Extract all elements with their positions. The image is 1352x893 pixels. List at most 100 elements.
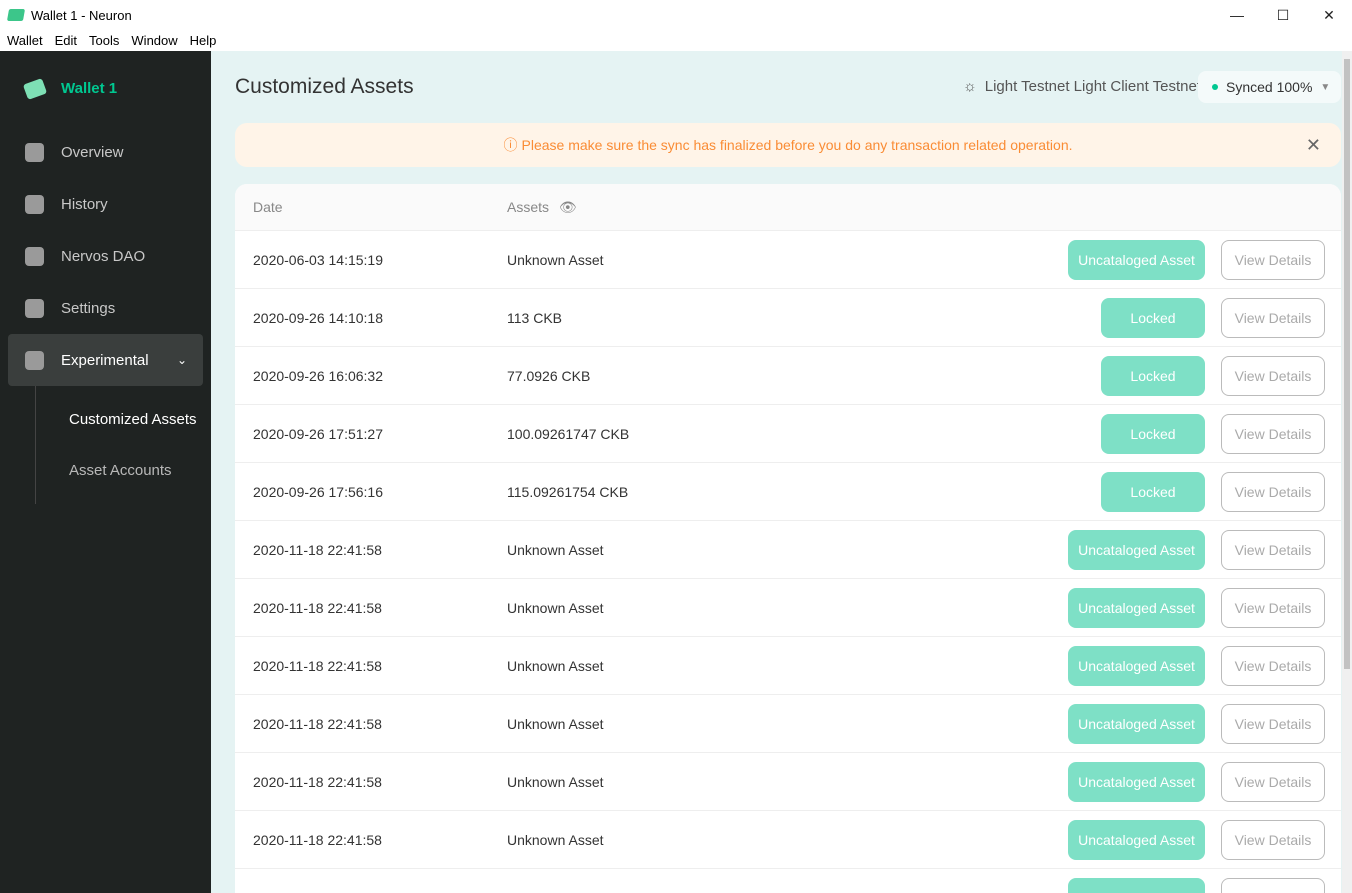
- view-details-button[interactable]: View Details: [1221, 529, 1325, 570]
- close-button[interactable]: ✕: [1323, 6, 1335, 23]
- view-details-button[interactable]: View Details: [1221, 413, 1325, 454]
- sidebar-item-history[interactable]: History: [0, 178, 211, 230]
- row-asset: 113 CKB: [507, 309, 562, 326]
- sidebar-item-customized-assets[interactable]: Customized Assets: [69, 411, 197, 428]
- asset-tag: Uncataloged Asset: [1068, 877, 1205, 893]
- row-asset: 115.09261754 CKB: [507, 483, 629, 500]
- asset-tag: Uncataloged Asset: [1068, 529, 1205, 570]
- table-row: 2020-11-18 22:41:58 Unknown Asset Uncatalo…: [235, 753, 1341, 811]
- table-row: 2020-11-18 22:41:58 Unknown Asset Uncatalo…: [235, 637, 1341, 695]
- row-date: 2020-06-03 14:15:19: [253, 251, 383, 268]
- sync-status[interactable]: Synced 100% ▼: [1198, 71, 1341, 103]
- scrollbar[interactable]: [1342, 51, 1352, 893]
- sync-alert: ⓘ Please make sure the sync has finalized…: [235, 123, 1341, 167]
- asset-tag: Uncataloged Asset: [1068, 239, 1205, 280]
- scrollbar-thumb[interactable]: [1344, 59, 1350, 669]
- row-asset: Unknown Asset: [507, 251, 604, 268]
- asset-tag: Uncataloged Asset: [1068, 587, 1205, 628]
- asset-tag: Uncataloged Asset: [1068, 645, 1205, 686]
- header-date: Date: [253, 199, 283, 215]
- close-alert-icon[interactable]: ✕: [1305, 134, 1321, 155]
- sidebar-item-settings[interactable]: Settings: [0, 282, 211, 334]
- row-date: 2020-11-18 22:41:58: [253, 715, 382, 732]
- sidebar-item-asset-accounts[interactable]: Asset Accounts: [69, 462, 172, 479]
- eye-icon[interactable]: 👁: [558, 198, 577, 215]
- row-date: 2020-11-18 22:41:58: [253, 599, 382, 616]
- menu-window[interactable]: Window: [131, 33, 178, 48]
- table-row: 2020-09-26 17:56:16 115.09261754 CKB Locke…: [235, 463, 1341, 521]
- gear-icon: [25, 298, 44, 318]
- table-header: Date Assets 👁: [235, 184, 1341, 231]
- row-asset: 77.0926 CKB: [507, 367, 591, 384]
- wallet-icon: [22, 77, 48, 100]
- view-details-button[interactable]: View Details: [1221, 645, 1325, 686]
- sidebar-item-label: History: [61, 195, 108, 213]
- asset-tag: Uncataloged Asset: [1068, 761, 1205, 802]
- table-row: 2020-11-18 22:41:58 Unknown Asset Uncatalo…: [235, 579, 1341, 637]
- table-row: 2020-11-18 22:41:58 Unknown Asset Uncatalo…: [235, 521, 1341, 579]
- window-title: Wallet 1 - Neuron: [31, 7, 132, 23]
- sidebar-item-overview[interactable]: Overview: [0, 126, 211, 178]
- menu-bar: Wallet Edit Tools Window Help: [0, 30, 1352, 51]
- view-details-button[interactable]: View Details: [1221, 355, 1325, 396]
- title-bar: Wallet 1 - Neuron: [0, 0, 1352, 30]
- table-row: 2020-06-03 14:15:19 Unknown Asset Uncatalo…: [235, 231, 1341, 289]
- sidebar-item-label: Settings: [61, 299, 116, 317]
- view-details-button[interactable]: View Details: [1221, 877, 1325, 893]
- sidebar-item-label: Experimental: [61, 351, 149, 369]
- sync-label: Synced 100%: [1226, 79, 1313, 95]
- network-name: Light Testnet Light Client Testnet: [984, 78, 1201, 95]
- table-row: 2020-09-26 16:06:32 77.0926 CKB Locked View…: [235, 347, 1341, 405]
- info-icon: ⓘ: [503, 137, 518, 153]
- alert-message: Please make sure the sync has finalized …: [521, 137, 1073, 153]
- view-details-button[interactable]: View Details: [1221, 587, 1325, 628]
- menu-edit[interactable]: Edit: [54, 33, 78, 48]
- sun-icon: ☼: [962, 78, 977, 95]
- row-date: 2020-11-18 22:41:58: [253, 541, 382, 558]
- maximize-button[interactable]: ☐: [1276, 6, 1290, 23]
- sidebar-item-nervos-dao[interactable]: Nervos DAO: [0, 230, 211, 282]
- nervos-dao-icon: [25, 246, 44, 266]
- row-date: 2020-11-18 22:41:58: [253, 773, 382, 790]
- header-assets: Assets 👁: [507, 199, 577, 216]
- table-row: 2020-09-26 17:51:27 100.09261747 CKB Locke…: [235, 405, 1341, 463]
- row-asset: Unknown Asset: [507, 541, 604, 558]
- sync-dot-icon: [1212, 84, 1218, 90]
- row-date: 2020-09-26 16:06:32: [253, 367, 383, 384]
- table-row: Uncataloged Asset View Details: [235, 869, 1341, 893]
- view-details-button[interactable]: View Details: [1221, 819, 1325, 860]
- network-indicator[interactable]: ☼ Light Testnet Light Client Testnet: [963, 78, 1201, 95]
- row-date: 2020-11-18 22:41:58: [253, 657, 382, 674]
- app-logo-icon: [6, 9, 26, 21]
- row-date: 2020-09-26 14:10:18: [253, 309, 383, 326]
- page-title: Customized Assets: [235, 75, 414, 98]
- view-details-button[interactable]: View Details: [1221, 471, 1325, 512]
- overview-icon: [25, 142, 44, 162]
- experimental-icon: [25, 350, 44, 370]
- sidebar: Wallet 1 Overview History Nervos DAO Settin…: [0, 51, 211, 893]
- main-content: Customized Assets ☼ Light Testnet Light C…: [211, 51, 1342, 893]
- view-details-button[interactable]: View Details: [1221, 703, 1325, 744]
- menu-wallet[interactable]: Wallet: [7, 33, 43, 48]
- menu-tools[interactable]: Tools: [89, 33, 120, 48]
- minimize-button[interactable]: —: [1230, 7, 1244, 23]
- sidebar-item-experimental[interactable]: Experimental ⌄: [8, 334, 203, 386]
- experimental-submenu: Customized Assets Asset Accounts: [35, 386, 211, 504]
- row-asset: 100.09261747 CKB: [507, 425, 630, 442]
- wallet-header[interactable]: Wallet 1: [0, 51, 211, 126]
- sidebar-item-label: Overview: [61, 143, 124, 161]
- header-assets-label: Assets: [507, 198, 550, 215]
- wallet-name: Wallet 1: [61, 80, 118, 97]
- view-details-button[interactable]: View Details: [1221, 297, 1325, 338]
- menu-help[interactable]: Help: [189, 33, 217, 48]
- view-details-button[interactable]: View Details: [1221, 239, 1325, 280]
- row-date: 2020-09-26 17:56:16: [253, 483, 383, 500]
- asset-tag: Locked: [1101, 297, 1205, 338]
- asset-tag: Locked: [1101, 355, 1205, 396]
- asset-tag: Locked: [1101, 413, 1205, 454]
- view-details-button[interactable]: View Details: [1221, 761, 1325, 802]
- chevron-down-icon: ⌄: [176, 353, 187, 367]
- table-row: 2020-11-18 22:41:58 Unknown Asset Uncatalo…: [235, 695, 1341, 753]
- table-row: 2020-09-26 14:10:18 113 CKB Locked View Det…: [235, 289, 1341, 347]
- row-asset: Unknown Asset: [507, 831, 604, 848]
